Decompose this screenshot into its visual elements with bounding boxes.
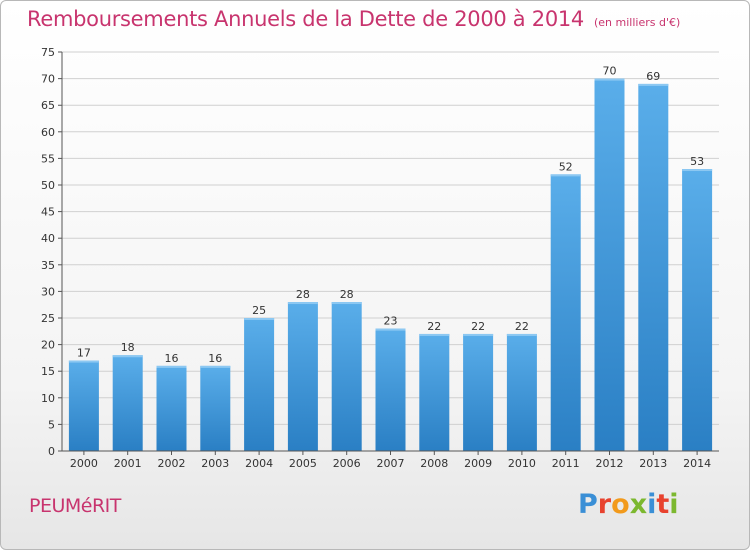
x-tick-label: 2008 [420,457,448,470]
bar[interactable] [200,365,231,451]
x-tick-label: 2009 [464,457,492,470]
bar-top-highlight [331,302,362,305]
y-tick-label: 50 [41,179,55,192]
y-tick-label: 15 [41,365,55,378]
data-label: 22 [515,320,529,333]
bar-top-highlight [200,365,231,368]
x-tick-label: 2001 [114,457,142,470]
data-label: 53 [690,155,704,168]
title-line: Remboursements Annuels de la Dette de 20… [27,7,680,31]
x-tick-label: 2012 [596,457,624,470]
bar[interactable] [68,360,99,451]
y-tick-label: 70 [41,73,55,86]
bar[interactable] [419,333,450,451]
bar-top-highlight [244,318,275,320]
bar[interactable] [112,355,143,451]
bar-top-highlight [68,360,99,363]
data-label: 22 [471,320,485,333]
logo-letter: i [647,489,657,520]
bar-top-highlight [463,333,494,336]
y-tick-label: 10 [41,392,55,405]
axis-layer: 0 5 10 15 20 25 30 35 40 45 50 55 60 65 70 75 2000 2001 20… [41,46,719,470]
bar[interactable] [156,365,187,451]
logo-letter: o [611,489,630,520]
y-tick-label: 20 [41,339,55,352]
x-tick-label: 2013 [639,457,667,470]
y-tick-label: 60 [41,126,55,139]
x-tick-label: 2000 [70,457,98,470]
y-tick-label: 35 [41,259,55,272]
data-label: 22 [427,320,441,333]
y-tick-label: 65 [41,99,55,112]
data-label: 70 [603,65,617,78]
y-tick-label: 45 [41,206,55,219]
data-label: 23 [384,315,398,328]
logo-letter: t [656,489,670,520]
data-label: 18 [121,341,135,354]
y-tick-label: 40 [41,232,55,245]
bar[interactable] [594,78,625,451]
x-tick-label: 2004 [245,457,273,470]
labels-layer: 17 18 16 16 25 28 28 23 22 22 22 52 70 69 53 [77,65,704,365]
y-tick-label: 30 [41,285,55,298]
bar-top-highlight [112,355,143,358]
proxiti-logo[interactable]: Proxiti [578,489,679,520]
x-tick-label: 2003 [201,457,229,470]
chart-subtitle: (en milliers d'€) [594,16,681,29]
chart-title: Remboursements Annuels de la Dette de 20… [27,7,584,31]
bar-top-highlight [682,169,713,172]
data-label: 16 [208,352,222,365]
bar-top-highlight [419,333,450,336]
x-tick-label: 2011 [552,457,580,470]
bar[interactable] [287,302,318,451]
data-label: 28 [340,288,354,301]
y-tick-label: 55 [41,152,55,165]
bar[interactable] [506,333,537,451]
bar-top-highlight [506,333,537,336]
data-label: 52 [559,160,573,173]
x-tick-label: 2002 [158,457,186,470]
data-label: 17 [77,347,91,360]
logo-letter: P [578,489,598,520]
bar[interactable] [331,302,362,451]
x-tick-label: 2006 [333,457,361,470]
bar-top-highlight [156,365,187,368]
bar[interactable] [682,169,713,452]
logo-letter: i [669,489,679,520]
data-label: 16 [165,352,179,365]
y-tick-label: 5 [48,418,55,431]
data-label: 28 [296,288,310,301]
x-tick-label: 2010 [508,457,536,470]
logo-letter: r [597,489,612,520]
bar[interactable] [550,174,581,452]
bar[interactable] [638,83,669,452]
y-tick-label: 0 [48,445,55,458]
bar[interactable] [463,333,494,451]
bars-layer [68,78,713,452]
bar-top-highlight [375,328,406,331]
x-tick-label: 2007 [377,457,405,470]
bar-top-highlight [638,83,669,86]
bar-top-highlight [287,302,318,305]
x-tick-label: 2014 [683,457,711,470]
bar-top-highlight [594,78,625,81]
bar[interactable] [244,318,275,451]
place-name: PEUMéRIT [29,495,121,517]
logo-letter: x [629,489,648,520]
y-tick-label: 25 [41,312,55,325]
y-tick-label: 75 [41,46,55,59]
x-tick-label: 2005 [289,457,317,470]
data-label: 25 [252,304,266,317]
bar[interactable] [375,328,406,451]
bar-top-highlight [550,174,581,177]
data-label: 69 [646,70,660,83]
